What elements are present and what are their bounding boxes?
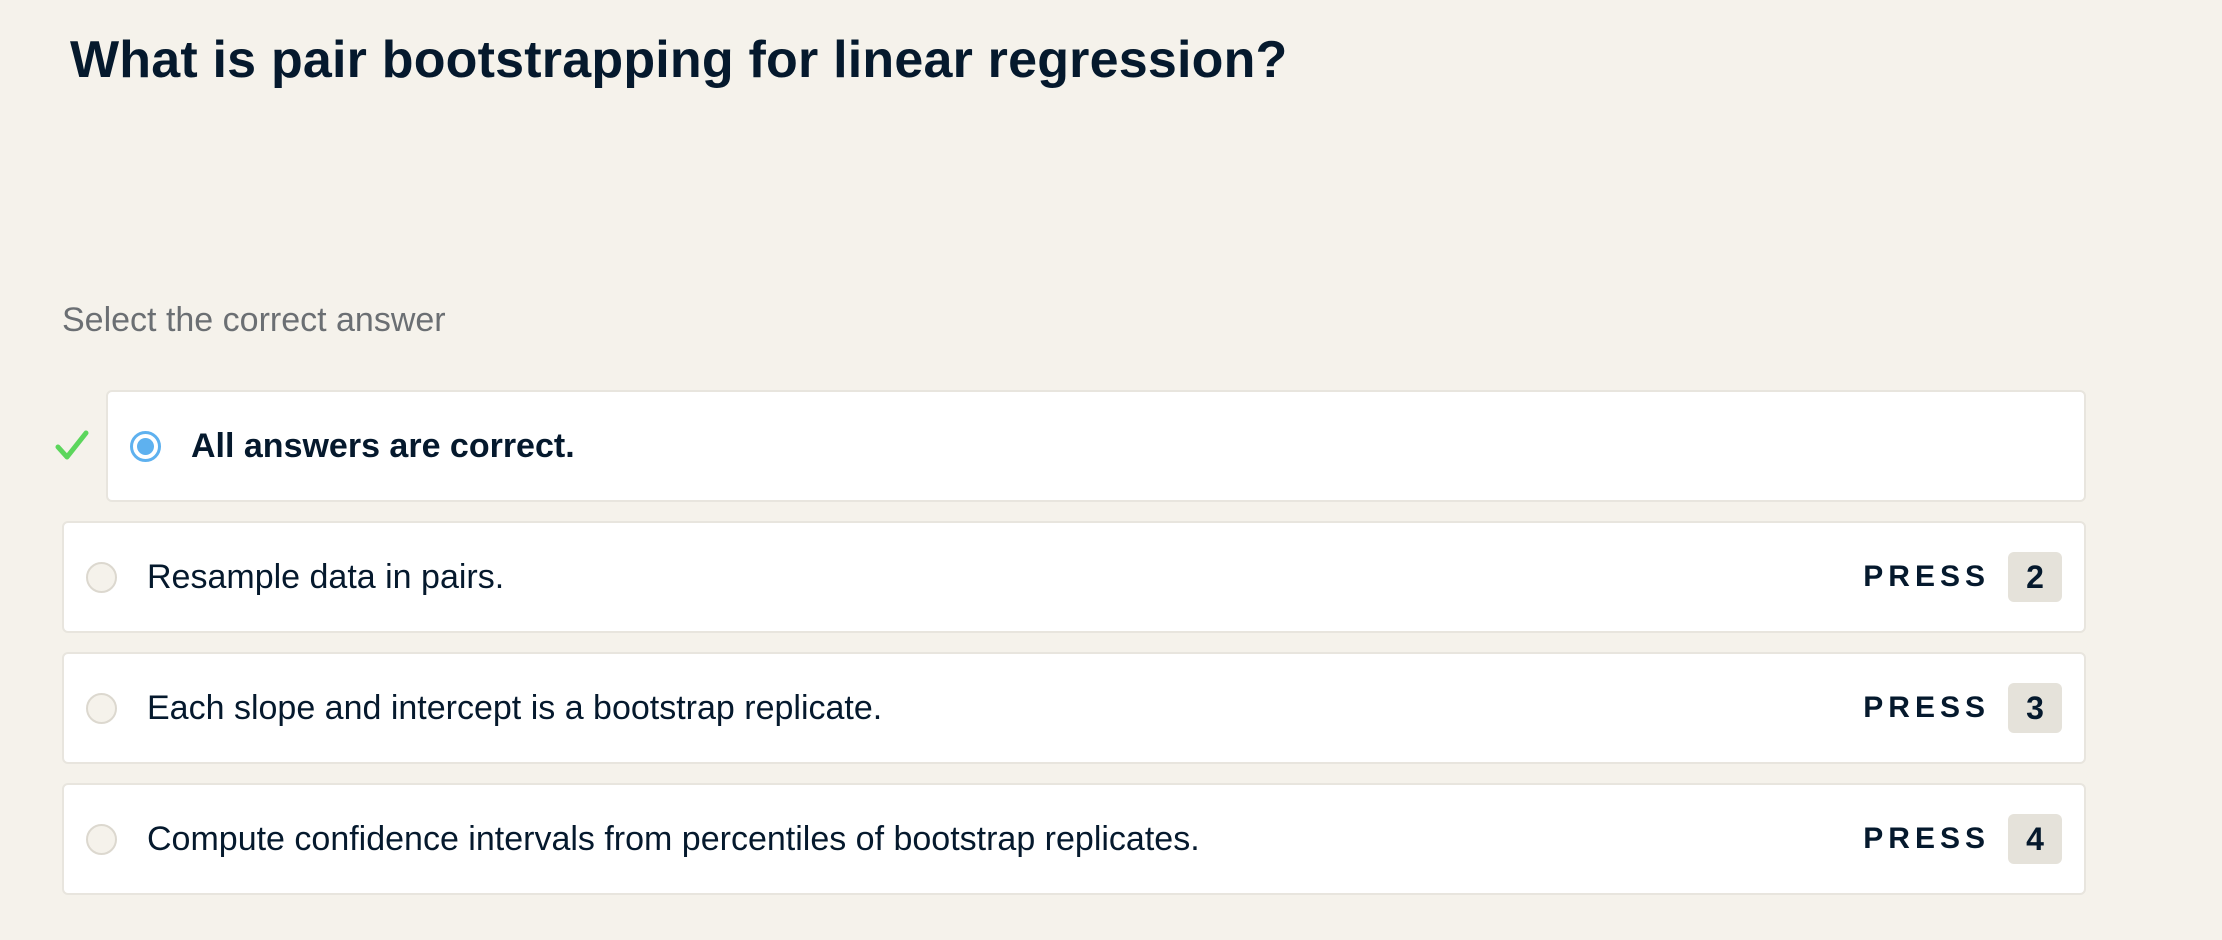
answer-option-label: Resample data in pairs.: [147, 558, 505, 596]
radio-button-selected[interactable]: [130, 430, 161, 462]
answer-option-4[interactable]: Compute confidence intervals from percen…: [62, 783, 2086, 895]
answer-option-label: All answers are correct.: [191, 427, 575, 465]
question-title: What is pair bootstrapping for linear re…: [70, 31, 1288, 89]
shortcut-key-badge: 2: [2008, 552, 2062, 602]
press-label: PRESS: [1863, 560, 1990, 593]
answer-option-label: Compute confidence intervals from percen…: [147, 820, 1200, 858]
press-label: PRESS: [1863, 822, 1990, 855]
radio-button[interactable]: [86, 561, 117, 593]
answer-options: All answers are correct. Resample data i…: [55, 390, 2086, 914]
press-label: PRESS: [1863, 691, 1990, 724]
keyboard-shortcut-hint: PRESS 3: [1863, 683, 2062, 733]
keyboard-shortcut-hint: PRESS 2: [1863, 552, 2062, 602]
answer-option-2[interactable]: Resample data in pairs. PRESS 2: [62, 521, 2086, 633]
check-icon: [55, 430, 89, 460]
shortcut-key-badge: 3: [2008, 683, 2062, 733]
answer-option-label: Each slope and intercept is a bootstrap …: [147, 689, 883, 727]
answer-option-3[interactable]: Each slope and intercept is a bootstrap …: [62, 652, 2086, 764]
radio-button[interactable]: [86, 692, 117, 724]
answer-prompt: Select the correct answer: [62, 301, 446, 339]
keyboard-shortcut-hint: PRESS 4: [1863, 814, 2062, 864]
radio-button[interactable]: [86, 823, 117, 855]
answer-option-1[interactable]: All answers are correct.: [55, 390, 2086, 502]
shortcut-key-badge: 4: [2008, 814, 2062, 864]
